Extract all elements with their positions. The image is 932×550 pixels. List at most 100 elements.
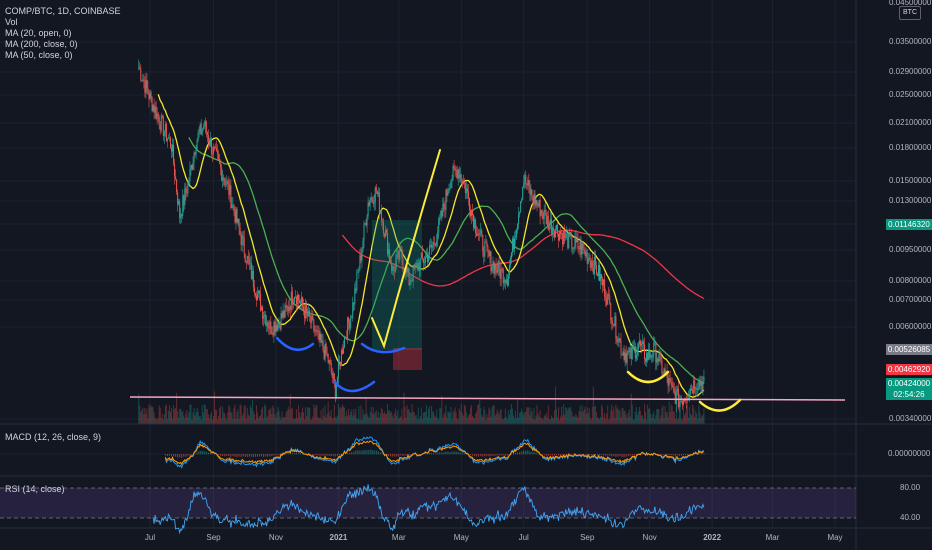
volume-bar <box>663 417 665 424</box>
macd-pane <box>0 435 856 469</box>
candle-body <box>508 264 510 276</box>
candle-body <box>690 388 692 395</box>
candle-body <box>462 181 464 185</box>
macd-histogram-bar <box>510 453 512 455</box>
candle-body <box>295 296 297 305</box>
candle-body <box>312 315 314 320</box>
candle-body <box>222 177 224 181</box>
legend-ma50[interactable]: MA (50, close, 0) <box>5 50 73 60</box>
volume-bar <box>592 386 594 424</box>
macd-histogram-bar <box>242 454 244 457</box>
candle-body <box>535 200 537 206</box>
volume-bar <box>327 401 329 424</box>
candle-body <box>603 279 605 286</box>
candle-body <box>172 144 174 152</box>
volume-bar <box>206 409 208 424</box>
candle-body <box>196 140 198 150</box>
currency-badge[interactable]: BTC <box>899 6 921 20</box>
macd-histogram-bar <box>451 451 453 455</box>
legend-ma20[interactable]: MA (20, open, 0) <box>5 28 72 38</box>
candle-body <box>236 208 238 223</box>
volume-bar <box>409 412 411 424</box>
candle-body <box>220 163 222 168</box>
macd-histogram-bar <box>164 454 166 456</box>
candle-body <box>680 401 682 402</box>
volume-bar <box>428 408 430 424</box>
symbol-title[interactable]: COMP/BTC, 1D, COINBASE <box>5 6 121 16</box>
candle-body <box>371 197 373 200</box>
volume-bar <box>165 404 167 424</box>
volume-bar <box>544 415 546 424</box>
candle-body <box>553 230 555 238</box>
volume-bar <box>374 412 376 424</box>
volume-bar <box>686 405 688 424</box>
candle-body <box>275 325 277 333</box>
candle-body <box>269 321 271 329</box>
candle-body <box>331 372 333 378</box>
volume-bar <box>492 405 494 424</box>
candle-body <box>579 241 581 250</box>
volume-bar <box>302 407 304 424</box>
volume-bar <box>632 419 634 424</box>
macd-histogram-bar <box>181 454 183 458</box>
candle-body <box>653 343 655 356</box>
volume-bar <box>212 416 214 424</box>
rsi-band <box>0 488 856 518</box>
volume-bar <box>222 406 224 424</box>
macd-legend[interactable]: MACD (12, 26, close, 9) <box>5 432 102 442</box>
volume-bar <box>666 412 668 424</box>
candle-body <box>541 210 543 214</box>
volume-bar <box>657 409 659 424</box>
volume-bar <box>487 417 489 424</box>
volume-bar <box>452 412 454 424</box>
macd-histogram-bar <box>394 454 396 457</box>
volume-bar <box>681 419 683 424</box>
volume-bar <box>311 419 313 424</box>
macd-histogram-bar <box>314 454 316 456</box>
legend-vol[interactable]: Vol <box>5 17 18 27</box>
volume-bar <box>461 413 463 424</box>
macd-histogram-bar <box>338 454 340 456</box>
candle-body <box>654 341 656 344</box>
volume-bar <box>350 412 352 424</box>
macd-histogram-bar <box>512 453 514 455</box>
candle-body <box>444 207 446 210</box>
macd-histogram-bar <box>322 454 324 456</box>
volume-bar <box>313 404 315 424</box>
volume-bar <box>349 415 351 424</box>
candle-body <box>574 237 576 248</box>
rsi-pane <box>0 484 856 535</box>
volume-bar <box>474 418 476 424</box>
candle-body <box>194 152 196 155</box>
time-tick-label: Mar <box>765 533 780 542</box>
macd-histogram-bar <box>500 454 502 456</box>
candle-body <box>284 304 286 318</box>
volume-bar <box>411 404 413 424</box>
macd-histogram-bar <box>250 454 252 457</box>
macd-histogram-bar <box>334 454 336 457</box>
candle-body <box>366 216 368 226</box>
candle-body <box>432 245 434 248</box>
volume-bar <box>694 417 696 424</box>
rsi-legend[interactable]: RSI (14, close) <box>5 484 65 494</box>
volume-bar <box>425 405 427 424</box>
macd-histogram-bar <box>555 454 557 456</box>
candle-body <box>507 275 509 286</box>
candle-body <box>340 349 342 366</box>
candle-body <box>291 291 293 305</box>
volume-bar <box>518 417 520 424</box>
volume-bar <box>509 409 511 424</box>
candle-body <box>308 310 310 317</box>
candle-body <box>281 313 283 318</box>
legend-ma200[interactable]: MA (200, close, 0) <box>5 39 78 49</box>
candle-body <box>360 255 362 261</box>
volume-bar <box>458 408 460 424</box>
chart-legend: COMP/BTC, 1D, COINBASE Vol MA (20, open,… <box>5 6 121 61</box>
volume-bar <box>387 404 389 424</box>
candle-body <box>446 189 448 196</box>
volume-bar <box>642 415 644 424</box>
macd-histogram-bar <box>469 454 471 456</box>
candle-body <box>547 215 549 230</box>
candle-body <box>639 340 641 346</box>
